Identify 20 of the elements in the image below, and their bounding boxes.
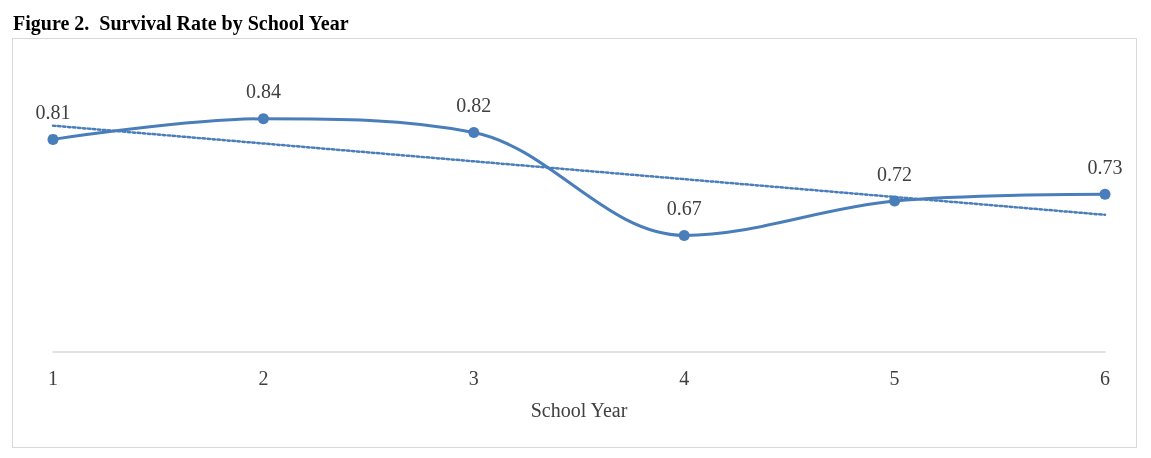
point (678, 229, 690, 241)
point (47, 133, 59, 145)
x-tick-label: 6 (1100, 367, 1110, 389)
data-label: 0.73 (1087, 155, 1123, 178)
x-axis-title: School Year (530, 399, 628, 421)
data-label: 0.84 (245, 80, 281, 103)
x-tick-label: 2 (258, 367, 269, 389)
data-label: 0.67 (666, 196, 702, 219)
point (257, 113, 269, 125)
data-label: 0.81 (35, 100, 71, 123)
x-tick-label: 5 (889, 367, 900, 389)
data-label: 0.72 (877, 162, 913, 185)
chart-title: Figure 2. Survival Rate by School Year (13, 12, 349, 35)
point (468, 127, 480, 139)
x-tick-label: 3 (468, 367, 479, 389)
point (889, 195, 901, 207)
x-tick-label: 4 (679, 367, 690, 389)
x-tick-label: 1 (48, 367, 58, 389)
data-label: 0.82 (456, 94, 492, 117)
point (1099, 188, 1111, 200)
